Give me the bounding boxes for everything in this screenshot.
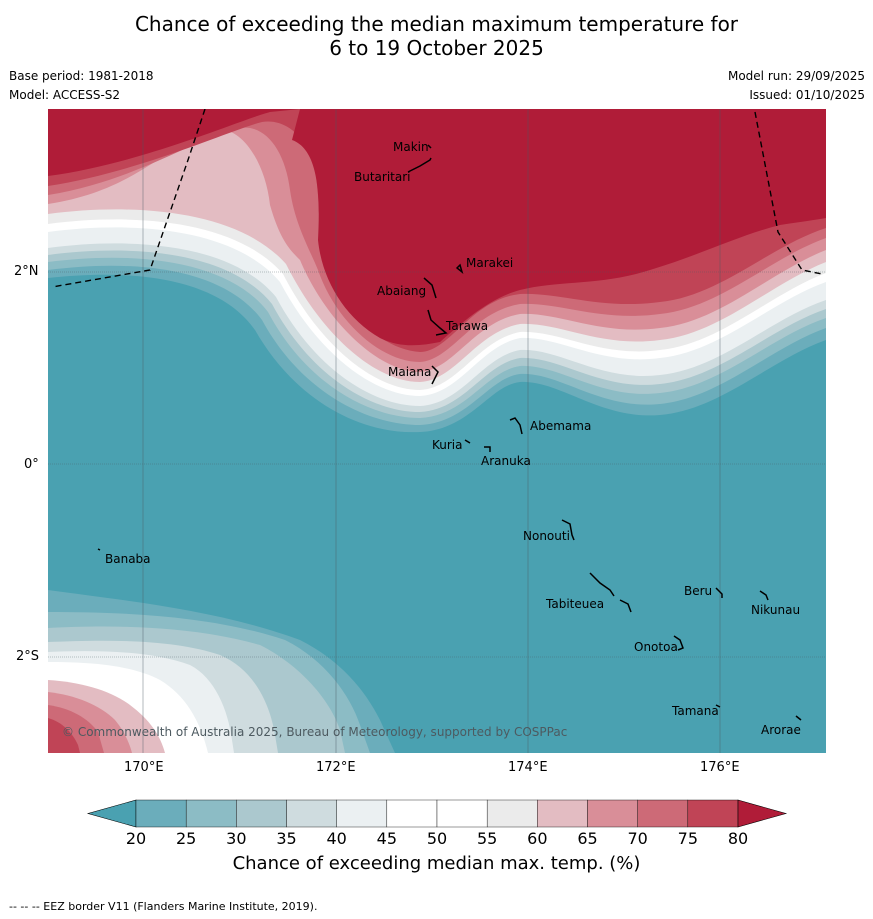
band-above-80: [48, 109, 826, 346]
colorbar-bin: [537, 799, 588, 828]
island-outlines: [97, 144, 802, 721]
tabiteuea-island: [589, 572, 632, 613]
place-label-banaba: Banaba: [105, 552, 151, 566]
issued-label: Issued: 01/10/2025: [749, 88, 865, 102]
place-label-onotoa: Onotoa: [634, 640, 678, 654]
makin-island: [427, 144, 432, 149]
abemama-island: [509, 417, 523, 435]
place-label-beru: Beru: [684, 584, 712, 598]
colorbar-tick-label: 30: [226, 829, 246, 848]
lat-label-2n: 2°N: [14, 264, 39, 279]
nikunau-island: [759, 590, 769, 601]
marakei-island: [455, 263, 464, 275]
tarawa-island: [427, 309, 448, 336]
colorbar-tick-label: 70: [627, 829, 647, 848]
map-panel: Makin Butaritari Marakei Abaiang Tarawa …: [48, 109, 826, 753]
lon-label-170e: 170°E: [124, 760, 164, 775]
colorbar-label: Chance of exceeding median max. temp. (%…: [232, 853, 641, 874]
colorbar-tick-label: 80: [728, 829, 748, 848]
nonouti-island: [561, 519, 575, 541]
colorbar-tick-label: 40: [326, 829, 346, 848]
colorbar-bin: [185, 799, 237, 828]
copyright-notice: © Commonwealth of Australia 2025, Bureau…: [62, 725, 567, 739]
colorbar: 20 25 30 35 40 45 50 55 60 65 70 75 80: [86, 799, 788, 848]
place-label-abemama: Abemama: [530, 419, 591, 433]
lon-label-176e: 176°E: [700, 760, 740, 775]
colorbar-tick-label: 75: [678, 829, 698, 848]
lat-label-0: 0°: [24, 457, 39, 472]
place-label-aranuka: Aranuka: [481, 454, 531, 468]
colorbar-extend-high: [737, 799, 788, 828]
colorbar-bin: [436, 799, 488, 828]
tamana-island: [715, 704, 721, 708]
eez-border-west: [51, 109, 206, 288]
place-label-tarawa: Tarawa: [445, 319, 488, 333]
banaba-island: [97, 548, 101, 551]
lon-label-172e: 172°E: [316, 760, 356, 775]
base-period-label: Base period: 1981-2018: [9, 69, 154, 83]
place-label-tabiteuea: Tabiteuea: [545, 597, 604, 611]
place-label-arorae: Arorae: [761, 723, 801, 737]
colorbar-bin: [336, 799, 388, 828]
arorae-island: [795, 715, 802, 721]
gridlines: [48, 109, 826, 753]
colorbar-tick-label: 50: [427, 829, 447, 848]
place-label-kuria: Kuria: [432, 438, 463, 452]
place-label-tamana: Tamana: [671, 704, 719, 718]
colorbar-bin: [236, 799, 287, 828]
colorbar-tick-label: 25: [176, 829, 196, 848]
colorbar-tick-label: 60: [527, 829, 547, 848]
abaiang-island: [423, 277, 437, 299]
place-label-abaiang: Abaiang: [377, 284, 426, 298]
colorbar-tick-label: 20: [126, 829, 146, 848]
colorbar-bin: [135, 799, 187, 828]
butaritari-island: [407, 157, 432, 173]
colorbar-bin: [587, 799, 638, 828]
aranuka-island: [484, 446, 491, 452]
onotoa-island: [673, 635, 684, 651]
colorbar-bin: [286, 799, 337, 828]
colorbar-tick-label: 55: [477, 829, 497, 848]
model-run-label: Model run: 29/09/2025: [727, 69, 865, 83]
colorbar-tick-label: 65: [577, 829, 597, 848]
beru-island: [715, 587, 723, 598]
place-label-nonouti: Nonouti: [523, 529, 570, 543]
place-label-nikunau: Nikunau: [751, 603, 800, 617]
colorbar-bin: [486, 799, 538, 828]
lat-label-2s: 2°S: [16, 649, 40, 664]
colorbar-bin: [687, 799, 739, 828]
eez-border-east: [754, 111, 823, 275]
place-label-marakei: Marakei: [466, 256, 513, 270]
eez-border-footnote: -- -- -- EEZ border V11 (Flanders Marine…: [9, 900, 318, 913]
place-label-maiana: Maiana: [388, 365, 431, 379]
south-band-80: [48, 718, 80, 753]
colorbar-extend-low: [86, 799, 137, 828]
place-label-butaritari: Butaritari: [354, 170, 411, 184]
place-label-makin: Makin: [393, 140, 429, 154]
colorbar-tick-label: 45: [377, 829, 397, 848]
colorbar-bin: [386, 799, 438, 828]
maiana-island: [431, 365, 439, 385]
kuria-island: [464, 439, 471, 444]
colorbar-tick-label: 35: [276, 829, 296, 848]
colorbar-bin: [637, 799, 689, 828]
chart-title-line2: 6 to 19 October 2025: [329, 36, 544, 60]
model-label: Model: ACCESS-S2: [9, 88, 121, 102]
chart-title-line1: Chance of exceeding the median maximum t…: [134, 12, 739, 36]
lon-label-174e: 174°E: [508, 760, 548, 775]
